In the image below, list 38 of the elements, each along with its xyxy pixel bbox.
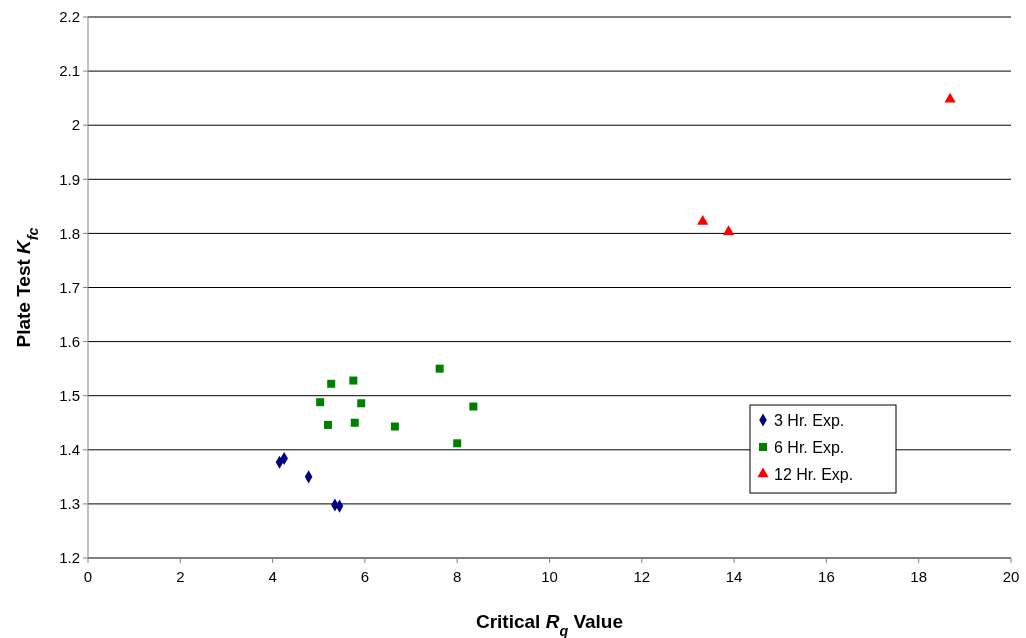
y-tick-label: 1.7 — [59, 278, 80, 296]
point — [944, 92, 956, 103]
y-tick-label: 2.2 — [59, 8, 80, 26]
x-tick-label: 10 — [541, 568, 558, 585]
y-tick-label: 1.5 — [59, 386, 80, 404]
x-tick-label: 2 — [176, 568, 185, 585]
point — [390, 422, 399, 431]
point — [469, 402, 478, 411]
x-tick-label: 12 — [633, 568, 651, 585]
x-tick-label: 14 — [725, 568, 743, 585]
legend-label: 3 Hr. Exp. — [774, 411, 845, 429]
point — [323, 420, 332, 429]
point — [349, 376, 358, 385]
x-tick-label: 0 — [83, 568, 93, 585]
x-tick-label: 20 — [1002, 568, 1020, 585]
point — [327, 379, 336, 388]
y-tick-label: 2 — [71, 116, 80, 134]
y-tick-label: 1.3 — [59, 495, 80, 513]
y-tick-label: 1.8 — [59, 224, 80, 242]
y-tick-label: 1.4 — [59, 441, 80, 459]
x-tick-label: 16 — [818, 568, 835, 585]
point — [435, 364, 444, 373]
point — [697, 214, 709, 225]
y-tick-label: 1.6 — [59, 332, 80, 350]
point — [350, 418, 359, 427]
legend-label: 6 Hr. Exp. — [774, 438, 845, 456]
x-tick-label: 8 — [453, 568, 462, 585]
y-tick-label: 2.1 — [59, 62, 80, 80]
point — [357, 399, 366, 408]
x-tick-label: 4 — [268, 568, 277, 585]
point — [453, 439, 462, 448]
legend-label: 12 Hr. Exp. — [774, 465, 854, 483]
x-tick-label: 18 — [910, 568, 928, 585]
x-tick-label: 6 — [360, 568, 370, 585]
y-tick-label: 1.2 — [59, 549, 80, 567]
y-tick-label: 1.9 — [59, 170, 80, 188]
point — [316, 398, 325, 407]
point — [722, 225, 735, 236]
